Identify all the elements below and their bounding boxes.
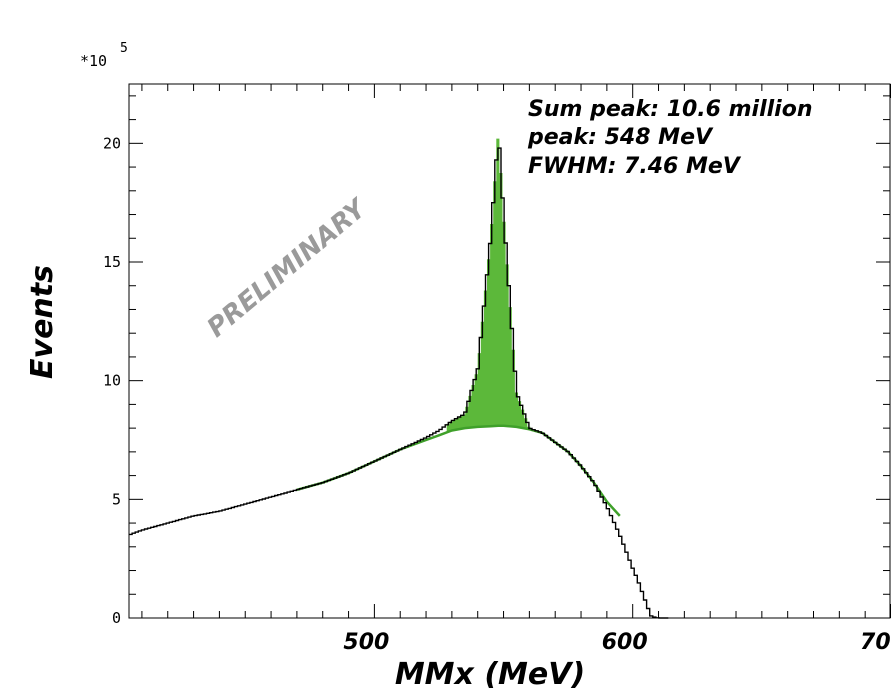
- y-tick-label: 10: [103, 372, 121, 390]
- plot-frame: [128, 83, 891, 619]
- total-histogram-line: [129, 147, 669, 619]
- histogram-line-layer: [129, 147, 669, 619]
- y-axis-title: Events: [25, 265, 60, 379]
- annotation-fwhm: FWHM: 7.46 MeV: [528, 154, 742, 179]
- tick-marks: [129, 84, 891, 619]
- background-fit-layer: [296, 424, 621, 517]
- peak-fill-area: [446, 138, 571, 453]
- peak-fill-layer: [446, 138, 571, 453]
- y-tick-label: 0: [112, 609, 121, 627]
- tick-labels: 0 5 10 15 20 500 600 700: [103, 134, 891, 655]
- preliminary-watermark: PRELIMINARY: [202, 192, 375, 344]
- x-axis-title: MMx (MeV): [395, 657, 585, 691]
- annotation-sum-peak: Sum peak: 10.6 million: [528, 97, 813, 122]
- y-tick-label: 20: [103, 134, 121, 152]
- y-exponent-base: *10: [80, 52, 107, 70]
- x-tick-label: 700: [860, 630, 891, 655]
- annotation-peak-position: peak: 548 MeV: [527, 125, 714, 150]
- y-tick-label: 5: [112, 490, 121, 508]
- y-exponent-power: 5: [120, 41, 128, 56]
- background-fit-curve: [296, 424, 621, 517]
- x-tick-label: 500: [343, 630, 389, 655]
- y-tick-label: 15: [103, 253, 121, 271]
- x-tick-label: 600: [602, 630, 648, 655]
